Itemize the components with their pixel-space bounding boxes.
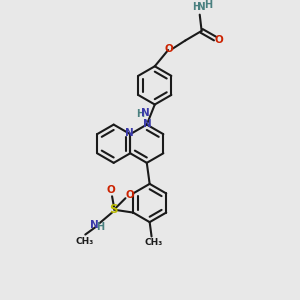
Text: N: N <box>141 108 149 118</box>
Text: H: H <box>136 109 144 118</box>
Text: N: N <box>143 118 152 129</box>
Text: N: N <box>89 220 98 230</box>
Text: CH₃: CH₃ <box>144 238 163 247</box>
Text: H: H <box>97 222 105 232</box>
Text: N: N <box>125 128 134 138</box>
Text: H: H <box>192 2 200 12</box>
Text: H: H <box>204 0 212 10</box>
Text: CH₃: CH₃ <box>75 237 94 246</box>
Text: O: O <box>165 44 173 54</box>
Text: O: O <box>214 35 223 46</box>
Text: S: S <box>109 203 117 216</box>
Text: N: N <box>197 2 206 12</box>
Text: O: O <box>126 190 135 200</box>
Text: O: O <box>107 184 116 195</box>
